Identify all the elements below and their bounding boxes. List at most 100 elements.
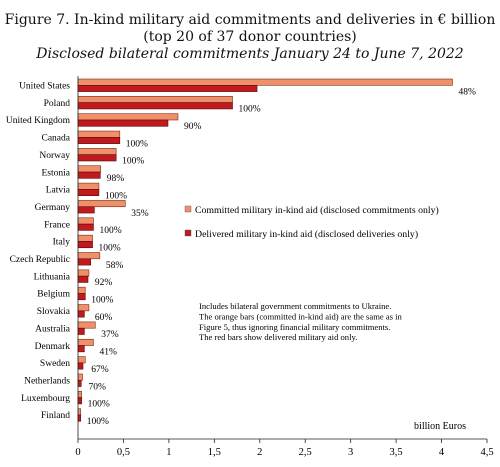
- bar-group: Italy 100%: [53, 234, 121, 253]
- annotation-box: Includes bilateral government commitment…: [199, 301, 403, 342]
- data-label: 100%: [99, 226, 121, 236]
- category-label: Latvia: [46, 186, 71, 196]
- x-tick-label: 4,5: [480, 447, 493, 458]
- data-label: 100%: [91, 296, 113, 306]
- x-tick-label: 4: [439, 447, 445, 458]
- bar-committed: [77, 96, 233, 103]
- data-label: 98%: [107, 174, 125, 184]
- data-label: 100%: [105, 191, 127, 201]
- bar-group: France 100%: [44, 217, 122, 236]
- bar-group: United Kingdom 90%: [6, 113, 201, 132]
- bar-group: Canada 100%: [42, 130, 148, 149]
- data-label: 35%: [131, 209, 149, 219]
- bar-group: United States 48%: [19, 78, 476, 97]
- bar-committed: [77, 148, 117, 155]
- bar-group: Lithuania 92%: [34, 269, 113, 288]
- bar-committed: [77, 390, 82, 398]
- bar-committed: [77, 78, 453, 86]
- bar-committed: [77, 130, 121, 138]
- category-label: United Kingdom: [6, 116, 71, 126]
- bar-group: Finland 100%: [41, 408, 109, 427]
- bar-delivered: [77, 206, 95, 214]
- bar-committed: [77, 373, 83, 381]
- category-label: Canada: [42, 134, 71, 144]
- x-tick-label: 2,5: [299, 447, 312, 458]
- bar-delivered: [77, 137, 121, 144]
- data-label: 60%: [95, 313, 113, 323]
- bar-group: Netherlands 70%: [24, 373, 106, 392]
- bar-committed: [77, 234, 93, 242]
- bar-delivered: [77, 171, 101, 179]
- category-label: Australia: [35, 324, 71, 334]
- legend: Committed military in-kind aid (disclose…: [184, 205, 439, 240]
- bar-committed: [77, 269, 90, 277]
- data-label: 48%: [458, 87, 476, 97]
- category-label: Netherlands: [24, 376, 70, 386]
- bar-delivered: [77, 397, 82, 405]
- legend-label: Committed military in-kind aid (disclose…: [195, 205, 439, 216]
- x-tick-label: 0: [75, 447, 80, 458]
- category-label: Belgium: [37, 290, 70, 300]
- category-label: Luxembourg: [21, 394, 70, 404]
- annotation-line: The orange bars (committed in-kind aid) …: [199, 311, 403, 321]
- bar-delivered: [77, 85, 258, 92]
- category-label: Estonia: [42, 168, 71, 178]
- x-tick-label: 3: [348, 447, 353, 458]
- category-label: Norway: [39, 151, 70, 161]
- data-label: 100%: [239, 105, 261, 115]
- annotation-line: Includes bilateral government commitment…: [199, 301, 391, 311]
- chart-title-line2: (top 20 of 37 donor countries): [143, 29, 357, 45]
- bar-group: Germany 35%: [35, 200, 149, 219]
- bar-committed: [77, 217, 94, 225]
- bar-delivered: [77, 154, 117, 162]
- bar-delivered: [77, 275, 89, 283]
- bar-delivered: [77, 102, 233, 110]
- category-label: Lithuania: [34, 272, 71, 282]
- bar-delivered: [77, 258, 92, 266]
- x-axis-label: billion Euros: [414, 421, 466, 432]
- bar-delivered: [77, 189, 100, 196]
- bar-group: Luxembourg 100%: [21, 390, 110, 410]
- bar-delivered: [77, 327, 85, 335]
- category-label: Finland: [41, 411, 70, 421]
- bar-committed: [77, 356, 86, 364]
- bar-group: Australia 37%: [35, 321, 119, 340]
- category-label: United States: [19, 82, 70, 92]
- data-label: 100%: [87, 417, 109, 427]
- bar-committed: [77, 408, 82, 416]
- annotation-line: Figure 5, thus ignoring financial milita…: [199, 322, 390, 332]
- data-label: 67%: [91, 365, 109, 375]
- data-label: 100%: [88, 400, 110, 410]
- bar-delivered: [77, 223, 94, 231]
- x-tick-label: 3,5: [390, 447, 403, 458]
- bars-layer: United States 48% Poland 100% United Kingdom…: [6, 78, 476, 427]
- category-label: Slovakia: [37, 307, 71, 317]
- bar-delivered: [77, 345, 85, 353]
- bar-committed: [77, 304, 90, 312]
- legend-label: Delivered military in-kind aid (disclose…: [195, 229, 418, 240]
- bar-committed: [77, 286, 86, 294]
- bar-committed: [77, 321, 96, 329]
- bar-group: Norway 100%: [39, 148, 144, 167]
- bar-delivered: [77, 293, 86, 301]
- x-tick-label: 0,5: [117, 447, 130, 458]
- data-label: 92%: [95, 278, 113, 288]
- bar-delivered: [77, 414, 82, 422]
- category-label: Germany: [35, 203, 71, 213]
- bar-group: Poland 100%: [44, 96, 261, 115]
- bar-delivered: [77, 241, 93, 249]
- chart-title: Figure 7. In-kind military aid commitmen…: [4, 12, 496, 28]
- x-tick-label: 1,5: [208, 447, 221, 458]
- category-label: Denmark: [35, 342, 71, 352]
- legend-swatch: [184, 229, 192, 237]
- bar-committed: [77, 113, 179, 121]
- bar-committed: [77, 252, 101, 260]
- bar-committed: [77, 182, 100, 190]
- bar-delivered: [77, 119, 169, 127]
- bar-group: Sweden 67%: [40, 356, 109, 375]
- data-label: 37%: [101, 330, 119, 340]
- x-axis: 0 0,5 1 1,5 2 2,5 3 3,5 4 4,5: [75, 76, 494, 458]
- bar-delivered: [77, 310, 85, 318]
- data-label: 41%: [99, 348, 117, 358]
